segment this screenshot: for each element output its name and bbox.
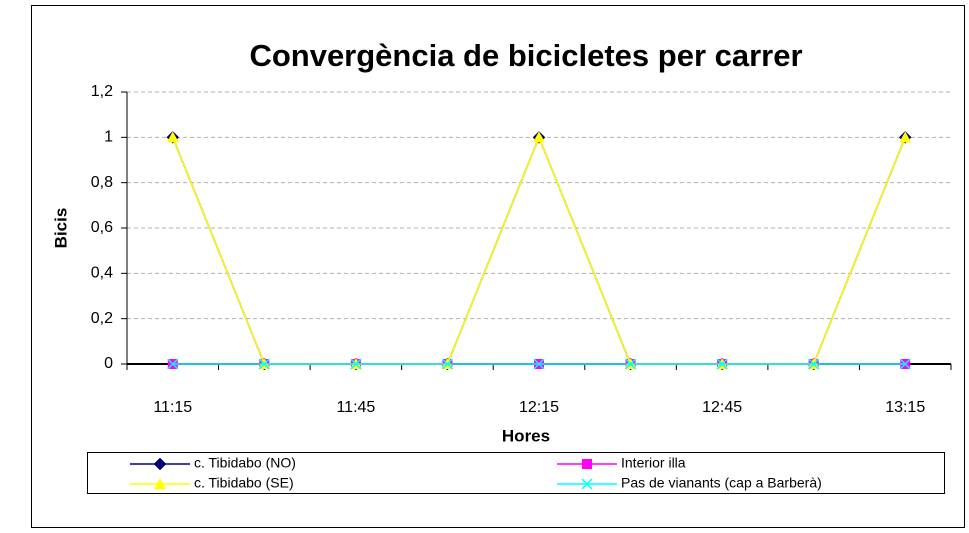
- marker: [441, 358, 453, 370]
- marker: [533, 358, 545, 370]
- chart-title: Convergència de bicicletes per carrer: [249, 38, 802, 73]
- y-tick-label: 0,6: [91, 219, 113, 236]
- y-tick-label: 0: [104, 355, 113, 372]
- marker: [581, 478, 593, 490]
- marker: [533, 131, 545, 143]
- legend-box: [87, 452, 945, 494]
- marker: [808, 358, 820, 370]
- marker: [258, 358, 270, 370]
- y-tick-label: 0,4: [91, 265, 113, 282]
- chart-frame: [31, 5, 965, 528]
- marker: [167, 358, 179, 370]
- marker: [716, 358, 728, 370]
- x-axis-title: Hores: [502, 426, 550, 445]
- marker: [166, 131, 179, 143]
- y-tick-label: 0,8: [91, 174, 113, 191]
- marker: [625, 358, 637, 370]
- y-tick-label: 1,2: [91, 83, 113, 100]
- legend-label: Interior illa: [621, 455, 686, 471]
- x-tick-label: 11:15: [153, 399, 192, 416]
- x-tick-label: 13:15: [885, 399, 925, 416]
- marker: [899, 358, 911, 370]
- legend-label: Pas de vianants (cap a Barberà): [621, 475, 822, 491]
- legend-label: c. Tibidabo (SE): [194, 475, 294, 491]
- marker: [153, 457, 167, 471]
- marker: [582, 459, 592, 469]
- legend-label: c. Tibidabo (NO): [194, 455, 296, 471]
- x-tick-label: 12:45: [702, 399, 742, 416]
- y-tick-label: 0,2: [91, 310, 113, 327]
- x-tick-label: 12:15: [519, 399, 559, 416]
- marker: [899, 131, 912, 143]
- y-axis-title: Bicis: [51, 208, 70, 249]
- marker: [154, 478, 166, 489]
- y-tick-label: 1: [104, 129, 113, 146]
- marker: [350, 358, 362, 370]
- x-tick-label: 11:45: [336, 399, 375, 416]
